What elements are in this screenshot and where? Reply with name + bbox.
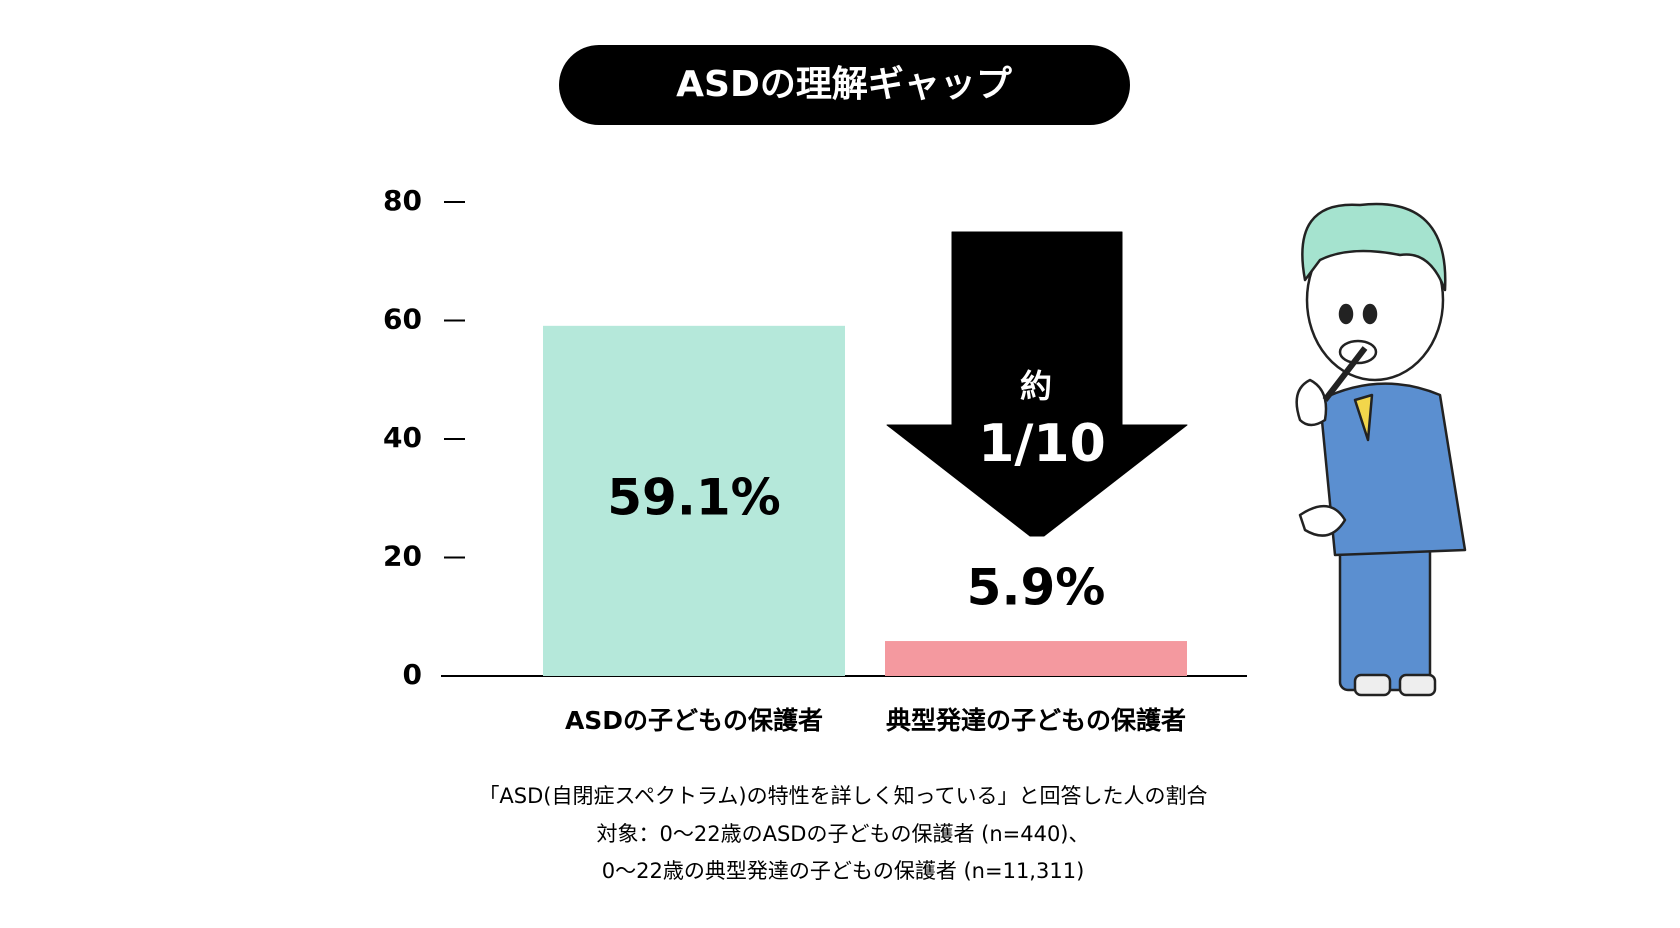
chart-title: ASDの理解ギャップ bbox=[676, 64, 1012, 105]
y-tick-label: 20 bbox=[383, 540, 422, 573]
bar bbox=[885, 641, 1187, 676]
annotation: 1/10 bbox=[978, 414, 1106, 474]
x-tick-label: 典型発達の子どもの保護者 bbox=[886, 706, 1186, 735]
value-label: 5.9% bbox=[967, 559, 1106, 617]
character-illustration bbox=[1295, 202, 1467, 697]
value-label: 59.1% bbox=[607, 468, 780, 526]
down-arrow bbox=[886, 231, 1188, 537]
bar bbox=[543, 325, 845, 676]
y-tick-label: 0 bbox=[403, 658, 422, 691]
note: 「ASD(自閉症スペクトラム)の特性を詳しく知っている」と回答した人の割合 bbox=[478, 784, 1207, 808]
note: 0〜22歳の典型発達の子どもの保護者 (n=11,311) bbox=[602, 859, 1085, 883]
y-tick-label: 80 bbox=[383, 184, 422, 217]
annotation: 約 bbox=[1020, 367, 1052, 405]
title-pill bbox=[559, 45, 1130, 125]
y-tick-label: 40 bbox=[383, 421, 422, 454]
note: 対象：0〜22歳のASDの子どもの保護者 (n=440)、 bbox=[597, 822, 1090, 846]
x-tick-label: ASDの子どもの保護者 bbox=[565, 706, 823, 735]
y-tick-label: 60 bbox=[383, 303, 422, 336]
